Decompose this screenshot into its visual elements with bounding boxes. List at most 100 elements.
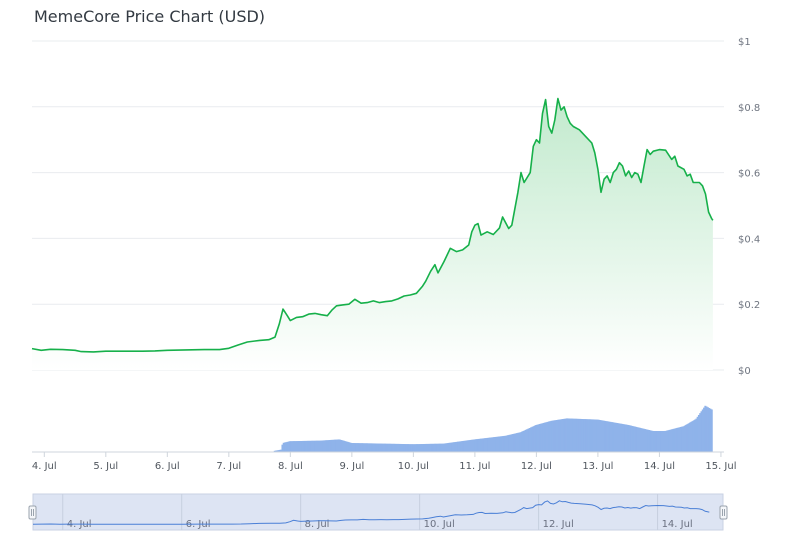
volume-bar xyxy=(658,431,661,452)
volume-bar xyxy=(439,443,442,452)
volume-bar xyxy=(307,440,310,452)
volume-bar xyxy=(701,409,704,452)
volume-bar xyxy=(495,436,498,452)
volume-bar xyxy=(485,438,488,452)
volume-bar xyxy=(284,442,287,452)
x-tick-label: 4. Jul xyxy=(32,461,57,472)
volume-bar xyxy=(339,439,342,452)
price-area xyxy=(32,98,713,370)
volume-bar xyxy=(451,442,454,452)
volume-bar xyxy=(549,421,552,452)
volume-bar xyxy=(281,444,284,452)
volume-bar xyxy=(334,439,336,452)
volume-bar xyxy=(368,443,371,452)
volume-bar xyxy=(422,444,425,452)
volume-bar xyxy=(418,444,421,452)
volume-bar xyxy=(372,443,375,452)
volume-bar xyxy=(296,441,299,452)
volume-bar xyxy=(344,441,347,452)
volume-bar xyxy=(441,443,444,452)
volume-bar xyxy=(416,444,419,452)
volume-bar xyxy=(554,420,557,452)
volume-bar xyxy=(446,443,449,452)
volume-bar xyxy=(481,438,484,452)
volume-bar xyxy=(548,421,551,452)
volume-bar xyxy=(453,442,456,452)
volume-bar xyxy=(589,419,592,452)
volume-bar xyxy=(613,422,616,452)
volume-bar xyxy=(682,426,685,452)
volume-bar xyxy=(323,440,326,452)
volume-bar xyxy=(572,418,575,452)
volume-bar xyxy=(341,440,344,452)
volume-bar xyxy=(391,443,394,452)
volume-bar xyxy=(319,440,322,452)
navigator-tick-label: 10. Jul xyxy=(424,519,455,530)
volume-bar xyxy=(668,429,671,452)
volume-bar xyxy=(610,422,613,452)
navigator-tick-label: 14. Jul xyxy=(662,519,693,530)
volume-bar xyxy=(409,444,412,452)
volume-bar xyxy=(667,430,670,452)
volume-bar xyxy=(282,442,285,452)
navigator-left-handle[interactable] xyxy=(28,505,37,520)
volume-bar xyxy=(445,443,448,452)
volume-bar xyxy=(326,440,329,452)
volume-bar xyxy=(355,443,358,452)
volume-bar xyxy=(641,428,644,452)
volume-bar xyxy=(360,443,363,452)
volume-bar xyxy=(510,434,513,452)
volume-bar xyxy=(614,422,617,452)
volume-bar xyxy=(412,444,415,452)
volume-bar xyxy=(673,428,676,452)
volume-bar xyxy=(569,418,572,452)
volume-bar xyxy=(489,437,492,452)
volume-bar xyxy=(644,429,647,452)
volume-bar xyxy=(587,419,590,452)
volume-bar xyxy=(483,438,486,452)
volume-bar xyxy=(630,425,633,452)
navigator-tick-label: 8. Jul xyxy=(305,519,330,530)
x-tick-label: 12. Jul xyxy=(521,461,552,472)
navigator-right-handle[interactable] xyxy=(719,505,728,520)
volume-bar xyxy=(680,426,682,452)
volume-bar xyxy=(586,419,589,452)
volume-bar xyxy=(637,427,640,452)
volume-bar xyxy=(519,432,522,452)
volume-bar xyxy=(357,443,360,452)
volume-bar xyxy=(568,418,571,452)
volume-bar xyxy=(462,440,465,452)
volume-bar xyxy=(704,405,707,452)
volume-bar xyxy=(498,436,501,452)
volume-bar xyxy=(280,449,283,452)
volume-bar xyxy=(580,418,583,452)
volume-bar xyxy=(577,418,580,452)
volume-bar xyxy=(381,443,384,452)
volume-bar xyxy=(471,439,474,452)
volume-bar xyxy=(423,443,426,452)
volume-bar xyxy=(526,429,529,452)
volume-bar xyxy=(659,431,662,452)
volume-bar xyxy=(594,419,597,452)
volume-bar xyxy=(615,422,618,452)
volume-bar xyxy=(635,426,638,452)
volume-bar xyxy=(695,418,698,452)
volume-bar xyxy=(492,437,495,452)
volume-bar xyxy=(373,443,376,452)
volume-bar xyxy=(632,426,635,452)
volume-bar xyxy=(672,428,675,452)
volume-bar xyxy=(500,436,503,452)
volume-bar xyxy=(571,418,574,452)
volume-bar xyxy=(419,444,422,452)
volume-bar xyxy=(314,440,317,452)
volume-bar xyxy=(626,424,629,452)
volume-bar xyxy=(486,437,489,452)
volume-bar xyxy=(490,437,493,452)
volume-bar xyxy=(437,443,440,452)
volume-bar xyxy=(413,444,416,452)
volume-bar xyxy=(533,425,536,452)
volume-bar xyxy=(599,420,602,452)
volume-bar xyxy=(376,443,379,452)
volume-bar xyxy=(505,435,508,452)
